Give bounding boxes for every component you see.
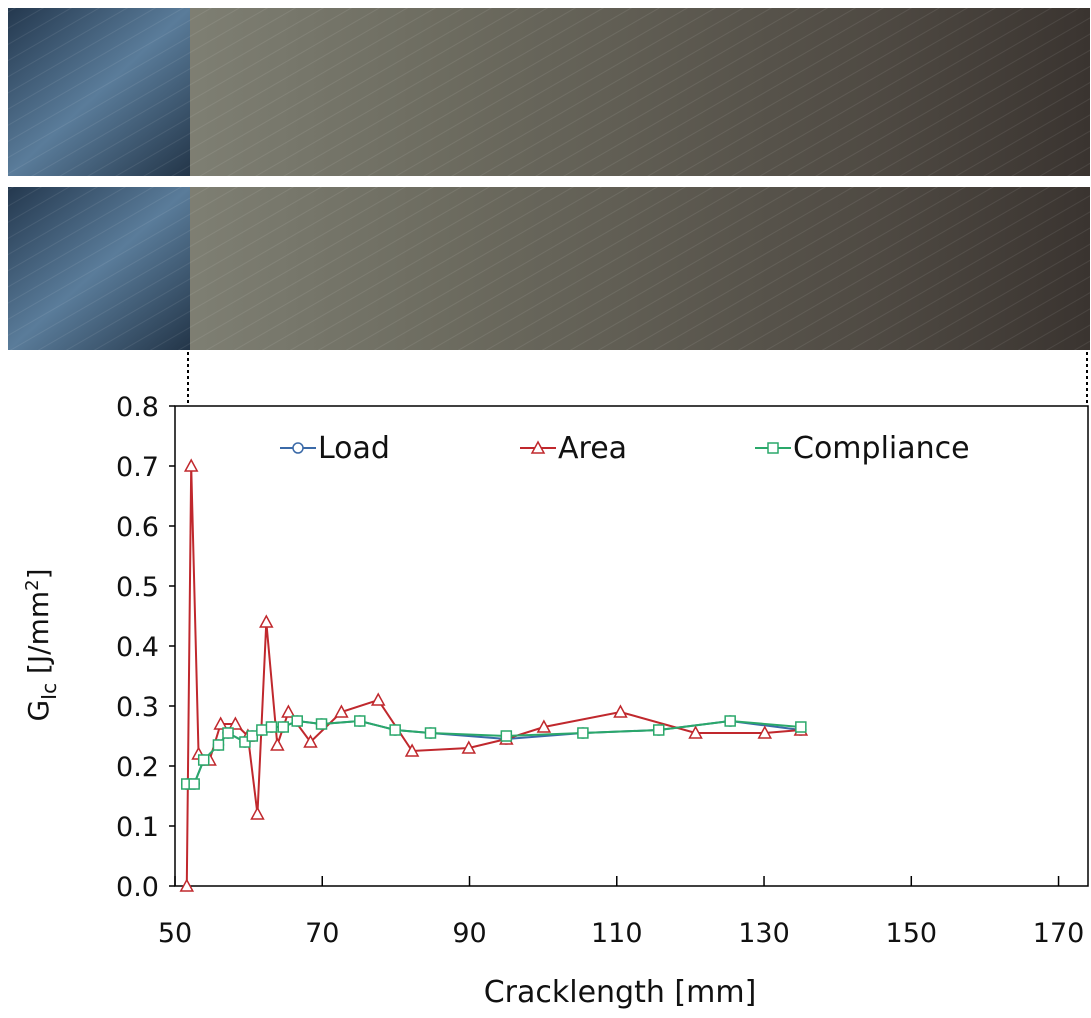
x-tick-label: 130 xyxy=(738,918,790,949)
x-tick-label: 90 xyxy=(452,918,486,949)
marker xyxy=(536,719,552,733)
y-axis-title: GIc [J/mm2] xyxy=(22,568,61,721)
marker xyxy=(530,440,546,454)
x-tick-label: 70 xyxy=(305,918,339,949)
marker xyxy=(652,724,665,736)
marker xyxy=(767,442,779,454)
marker xyxy=(334,704,349,718)
y-tick-label: 0.7 xyxy=(116,452,159,483)
marker xyxy=(222,727,234,739)
marker xyxy=(354,715,366,727)
photo-texture xyxy=(8,8,1090,176)
x-tick-label: 170 xyxy=(1033,918,1085,949)
marker xyxy=(270,737,285,751)
y-title-part: [J/mm xyxy=(22,591,55,683)
marker xyxy=(688,725,703,739)
x-axis-title: Cracklength [mm] xyxy=(484,975,757,1010)
y-title-sub: Ic xyxy=(37,683,61,700)
y-tick-label: 0.4 xyxy=(116,632,159,663)
series-line xyxy=(185,465,801,887)
marker xyxy=(259,614,274,628)
marker xyxy=(724,715,736,727)
y-tick-label: 0.0 xyxy=(116,872,159,903)
marker xyxy=(188,778,200,790)
y-tick-label: 0.8 xyxy=(116,392,159,423)
marker xyxy=(291,715,303,727)
y-title-part: G xyxy=(22,700,55,722)
marker xyxy=(370,692,386,706)
marker xyxy=(277,721,289,733)
y-tick-label: 0.5 xyxy=(116,572,159,603)
marker xyxy=(239,736,251,748)
legend-label: Area xyxy=(558,431,627,466)
marker xyxy=(404,743,420,757)
y-tick-label: 0.6 xyxy=(116,512,159,543)
x-tick-label: 150 xyxy=(886,918,938,949)
marker xyxy=(303,734,318,748)
legend-label: Load xyxy=(318,431,390,466)
y-title-part: ] xyxy=(22,568,55,579)
marker xyxy=(250,806,265,820)
y-tick-label: 0.2 xyxy=(116,752,159,783)
marker xyxy=(461,740,477,754)
marker xyxy=(315,718,328,730)
x-tick-label: 50 xyxy=(158,918,192,949)
marker xyxy=(228,716,243,730)
marker xyxy=(613,704,628,718)
y-tick-label: 0.3 xyxy=(116,692,159,723)
specimen-photos xyxy=(8,8,1090,406)
marker xyxy=(281,704,296,718)
marker xyxy=(389,724,401,736)
plot-frame xyxy=(174,405,1089,887)
marker xyxy=(179,878,195,892)
legend-label: Compliance xyxy=(793,431,970,466)
marker xyxy=(292,442,304,454)
marker xyxy=(795,721,807,733)
photo-texture xyxy=(8,187,1090,350)
y-tick-label: 0.1 xyxy=(116,812,159,843)
marker xyxy=(197,754,210,766)
marker xyxy=(757,725,773,739)
marker xyxy=(265,721,278,733)
marker xyxy=(424,727,437,739)
x-tick-label: 110 xyxy=(591,918,643,949)
marker xyxy=(183,458,199,472)
marker xyxy=(246,730,259,742)
marker xyxy=(500,730,513,742)
marker xyxy=(212,739,225,751)
marker xyxy=(256,724,268,736)
marker xyxy=(213,716,228,730)
y-title-sup: 2 xyxy=(22,579,43,590)
marker xyxy=(577,727,589,739)
